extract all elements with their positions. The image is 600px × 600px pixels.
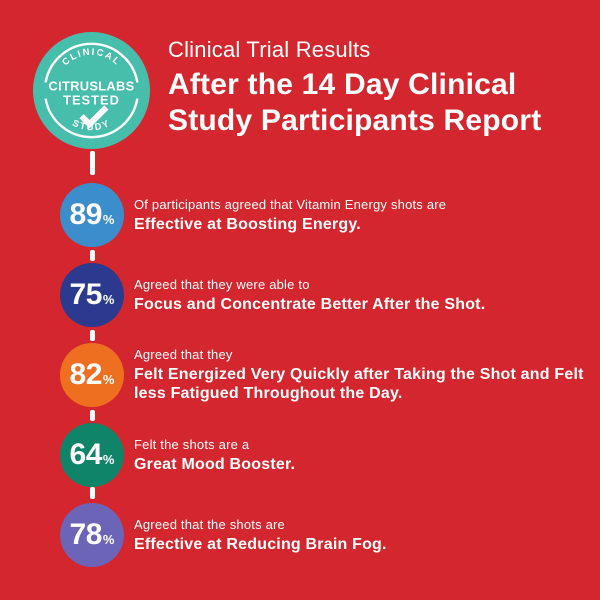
stat-row-mood-booster: 64% Felt the shots are a Great Mood Boos…	[60, 423, 594, 487]
page-title: After the 14 Day Clinical Study Particip…	[168, 67, 541, 139]
badge-brand-label: CITRUSLABS	[49, 79, 135, 94]
stat-value: 75	[69, 278, 103, 311]
citruslabs-tested-badge: CLINICAL STUDY CITRUSLABS TESTED	[32, 31, 151, 150]
check-icon	[79, 105, 109, 129]
stat-row-focus-concentrate: 75% Agreed that they were able to Focus …	[60, 263, 594, 327]
stat-light-line: Agreed that they	[134, 347, 233, 362]
stat-text: Agreed that they were able to Focus and …	[134, 277, 594, 314]
header: Clinical Trial Results After the 14 Day …	[168, 36, 541, 139]
page-title-line1: After the 14 Day Clinical	[168, 68, 517, 101]
stat-unit: %	[102, 292, 115, 307]
stat-light-line: Felt the shots are a	[134, 436, 250, 452]
eyebrow-title: Clinical Trial Results	[168, 37, 371, 62]
stat-text: Agreed that they Felt Energized Very Qui…	[134, 347, 594, 403]
badge-ring-bottom-arc	[44, 98, 139, 139]
stat-unit: %	[102, 532, 115, 547]
stat-bold-line: Effective at Reducing Brain Fog.	[134, 535, 387, 553]
connector-dash	[90, 487, 95, 499]
stat-bold-line: Effective at Boosting Energy.	[134, 215, 361, 233]
stat-unit: %	[102, 212, 115, 227]
stat-unit: %	[102, 452, 115, 467]
stat-row-boosting-energy: 89% Of participants agreed that Vitamin …	[60, 183, 594, 247]
stat-circle-82: 82%	[60, 343, 124, 407]
stat-text: Of participants agreed that Vitamin Ener…	[134, 197, 594, 234]
connector-dash	[90, 330, 95, 341]
stat-light-line: Agreed that they were able to	[134, 276, 310, 292]
stat-text: Agreed that the shots are Effective at R…	[134, 517, 594, 554]
stat-bold-line: Felt Energized Very Quickly after Taking…	[134, 366, 584, 402]
stat-light-line: Of participants agreed that Vitamin Ener…	[134, 196, 447, 212]
stat-value: 78	[69, 518, 103, 551]
stat-row-brain-fog: 78% Agreed that the shots are Effective …	[60, 503, 594, 567]
stat-unit: %	[102, 372, 115, 387]
badge-tested-label: TESTED	[63, 92, 120, 107]
page-title-line2: Study Participants Report	[168, 104, 542, 137]
badge-circle	[32, 31, 151, 150]
stat-circle-64: 64%	[60, 423, 124, 487]
stat-row-energized-quickly: 82% Agreed that they Felt Energized Very…	[60, 343, 594, 407]
connector-dash	[90, 151, 95, 175]
stat-value: 64	[69, 438, 103, 471]
stat-light-line: Agreed that the shots are	[134, 516, 285, 532]
connector-dash	[90, 410, 95, 421]
stat-circle-78: 78%	[60, 503, 124, 567]
stat-text: Felt the shots are a Great Mood Booster.	[134, 437, 594, 474]
stat-circle-75: 75%	[60, 263, 124, 327]
stat-value: 89	[69, 198, 103, 231]
stat-bold-line: Focus and Concentrate Better After the S…	[134, 295, 486, 313]
stat-circle-89: 89%	[60, 183, 124, 247]
connector-dash	[90, 250, 95, 261]
badge-ring-top-arc	[44, 42, 139, 83]
stat-bold-line: Great Mood Booster.	[134, 455, 296, 473]
stat-value: 82	[69, 358, 103, 391]
